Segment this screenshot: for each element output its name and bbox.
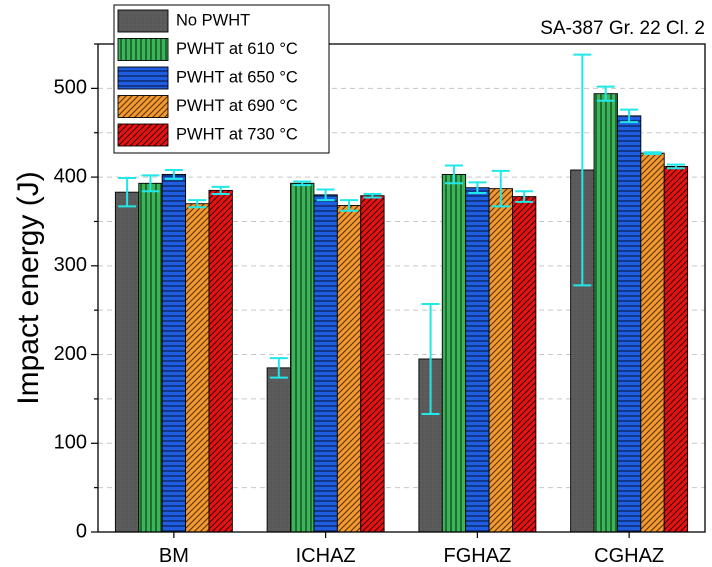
bar bbox=[266, 367, 291, 533]
chart-annotation: SA-387 Gr. 22 Cl. 2 bbox=[540, 18, 705, 39]
bar bbox=[313, 194, 338, 533]
bar bbox=[138, 182, 163, 533]
bar bbox=[360, 195, 385, 533]
legend: No PWHT PWHT at 610 °C PWHT at 650 °C PWHT … bbox=[113, 4, 330, 154]
error-bars bbox=[118, 53, 685, 415]
y-ticks: 0 100 200 300 400 500 bbox=[54, 43, 98, 542]
x-tick-label: CGHAZ bbox=[594, 545, 664, 567]
bar bbox=[465, 187, 490, 533]
bar bbox=[114, 191, 140, 533]
bar bbox=[208, 189, 233, 533]
bar bbox=[290, 182, 315, 533]
x-tick-label: FGHAZ bbox=[443, 545, 511, 567]
bars bbox=[114, 93, 689, 533]
y-tick-label: 100 bbox=[54, 432, 87, 454]
bar bbox=[512, 196, 537, 533]
y-tick-label: 400 bbox=[54, 165, 87, 187]
legend-swatch bbox=[117, 66, 169, 90]
bar bbox=[488, 188, 513, 533]
legend-swatch bbox=[117, 38, 169, 61]
legend-swatch bbox=[117, 95, 169, 118]
legend-swatch bbox=[117, 123, 169, 147]
bar bbox=[640, 152, 665, 533]
x-tick-label: BM bbox=[159, 545, 189, 567]
legend-label: PWHT at 690 °C bbox=[176, 97, 298, 115]
x-ticks: BM ICHAZ FGHAZ CGHAZ bbox=[159, 532, 664, 567]
bar bbox=[161, 173, 187, 533]
legend-label: No PWHT bbox=[176, 11, 250, 29]
legend-label: PWHT at 650 °C bbox=[176, 68, 298, 86]
legend-label: PWHT at 730 °C bbox=[176, 125, 298, 143]
y-axis-title: Impact energy (J) bbox=[12, 171, 45, 404]
bar bbox=[441, 173, 467, 533]
bar bbox=[593, 93, 618, 533]
legend-swatch bbox=[117, 9, 169, 33]
bar bbox=[185, 203, 210, 533]
plot-frame bbox=[97, 43, 706, 533]
x-tick-label: ICHAZ bbox=[296, 545, 356, 567]
bar bbox=[616, 115, 642, 533]
bar bbox=[336, 205, 362, 533]
y-tick-label: 500 bbox=[54, 77, 87, 99]
legend-label: PWHT at 610 °C bbox=[176, 40, 298, 58]
bar bbox=[663, 165, 689, 533]
y-tick-label: 200 bbox=[54, 343, 87, 365]
y-tick-label: 300 bbox=[54, 254, 87, 276]
y-tick-label: 0 bbox=[76, 520, 87, 542]
